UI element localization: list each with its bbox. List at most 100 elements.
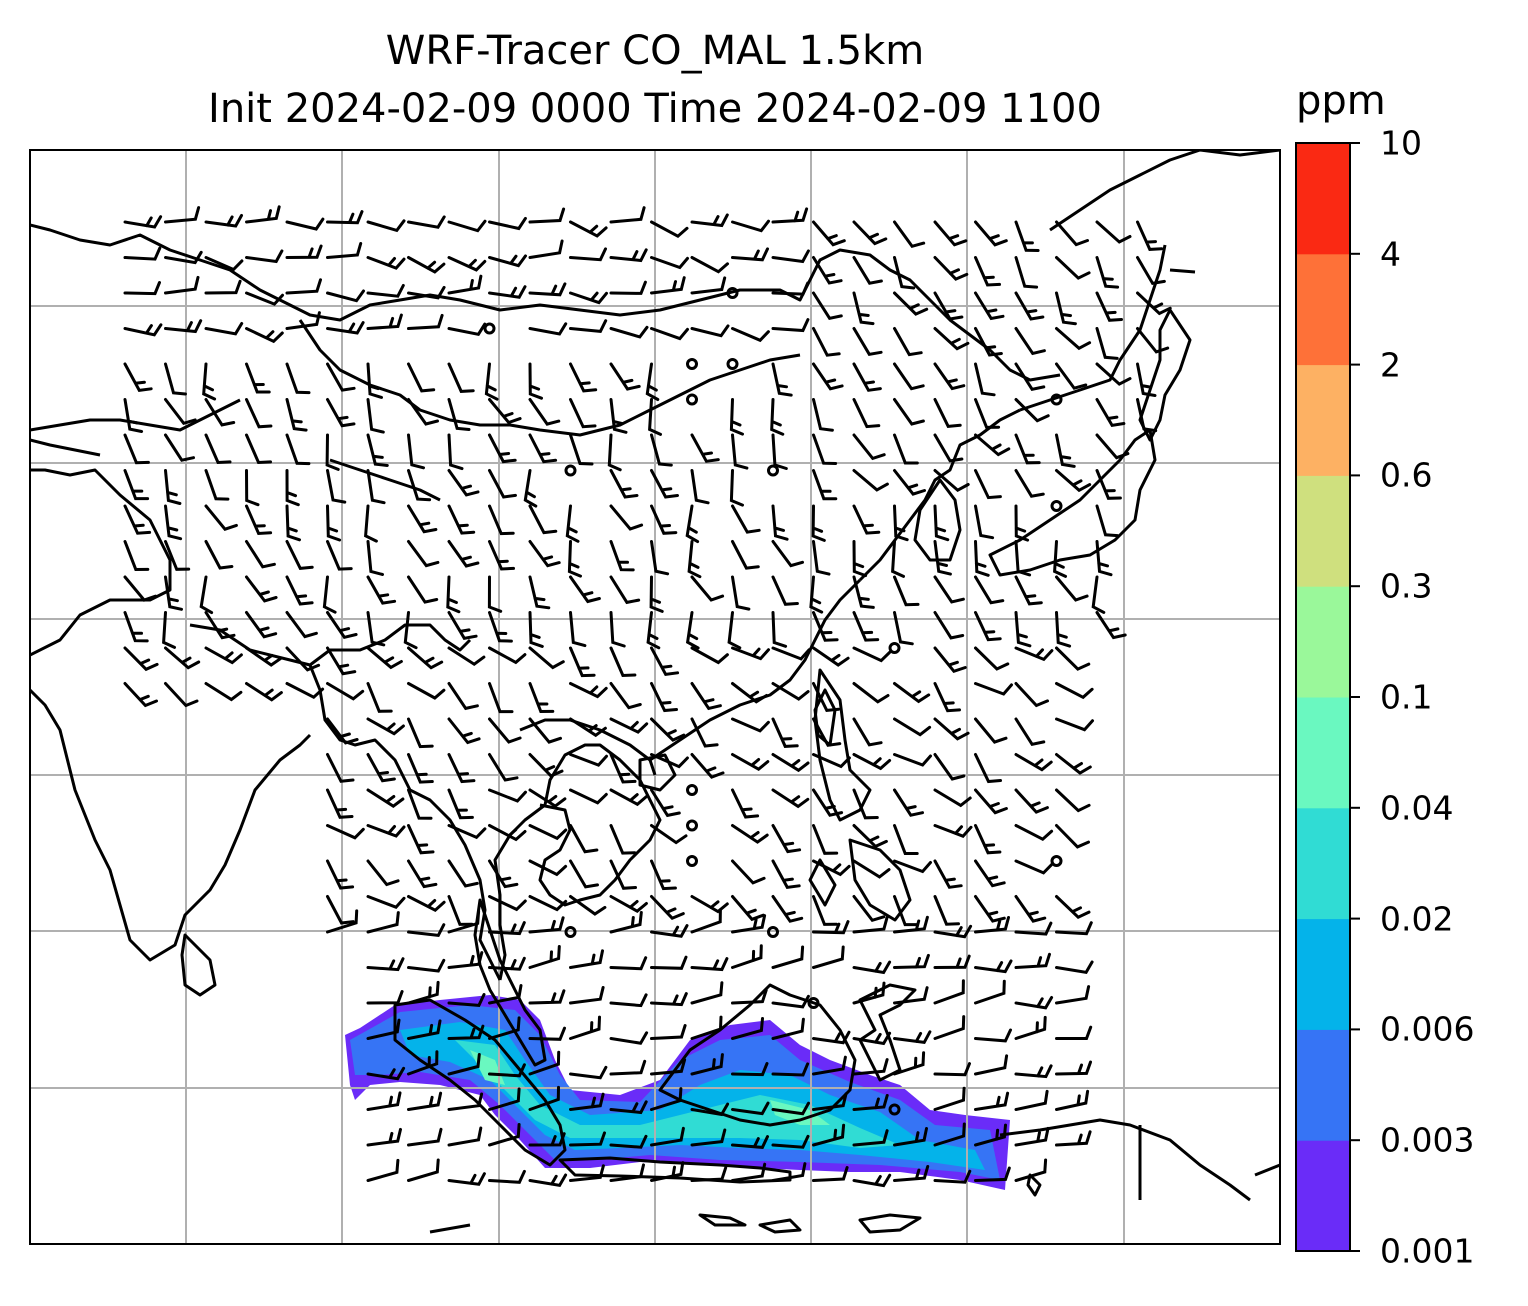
wind-barb bbox=[650, 1087, 683, 1111]
wind-barb bbox=[1095, 398, 1126, 428]
wind-barb bbox=[727, 611, 742, 650]
wind-barb bbox=[607, 433, 622, 472]
wind-barb bbox=[446, 575, 461, 614]
wind-barb bbox=[1014, 1158, 1048, 1182]
wind-barb bbox=[852, 859, 891, 879]
wind-barb bbox=[447, 398, 471, 431]
wind-barb bbox=[407, 1127, 443, 1147]
wind-barb bbox=[852, 575, 875, 609]
wind-barb bbox=[852, 220, 888, 246]
wind-barb bbox=[609, 1031, 649, 1045]
wind-barb bbox=[569, 575, 601, 604]
wind-barb bbox=[245, 646, 283, 667]
wind-barb bbox=[729, 398, 744, 436]
wind-barb bbox=[650, 895, 685, 920]
wind-barb bbox=[609, 646, 637, 678]
colorbar-swatch bbox=[1296, 807, 1350, 920]
wind-calm-marker bbox=[1050, 393, 1063, 406]
wind-barb bbox=[569, 646, 596, 678]
wind-barb bbox=[407, 717, 434, 749]
wind-barb bbox=[164, 398, 197, 426]
wind-barb bbox=[1014, 996, 1054, 1010]
wind-barb bbox=[1136, 220, 1164, 251]
wind-barb bbox=[1014, 398, 1050, 423]
wind-barb bbox=[1014, 646, 1054, 662]
wind-barb bbox=[609, 398, 628, 434]
wind-barb bbox=[488, 254, 527, 268]
wind-barb bbox=[852, 398, 881, 429]
wind-barb bbox=[528, 322, 568, 336]
wind-barb bbox=[407, 504, 438, 534]
wind-barb bbox=[326, 895, 355, 925]
wind-barb bbox=[204, 611, 236, 640]
wind-barb bbox=[974, 682, 1013, 696]
wind-barb bbox=[245, 205, 281, 224]
wind-calm-marker bbox=[767, 464, 779, 477]
wind-barb bbox=[731, 1017, 764, 1040]
colorbar-swatch bbox=[1296, 586, 1350, 698]
colorbar-tick-label: 0.3 bbox=[1380, 566, 1433, 606]
wind-barb bbox=[1055, 960, 1094, 975]
wind-barb bbox=[933, 433, 964, 463]
wind-barb bbox=[646, 611, 661, 650]
wind-barb bbox=[771, 717, 799, 748]
wind-barb bbox=[1014, 717, 1046, 746]
wind-barb bbox=[852, 1129, 889, 1147]
wind-barb bbox=[366, 990, 404, 1005]
wind-barb bbox=[650, 1161, 685, 1182]
wind-barb bbox=[690, 256, 729, 274]
wind-barb bbox=[1014, 895, 1047, 923]
wind-barb bbox=[326, 540, 353, 571]
wind-barb bbox=[528, 717, 562, 744]
wind-barb bbox=[893, 575, 920, 607]
wind-barb bbox=[690, 1166, 728, 1182]
wind-barb bbox=[204, 469, 230, 501]
wind-barb bbox=[488, 285, 527, 299]
wind-barb bbox=[650, 788, 681, 818]
wind-barb bbox=[609, 859, 637, 890]
wind-barb bbox=[1055, 611, 1072, 648]
wind-barb bbox=[285, 311, 321, 330]
wind-barb bbox=[1014, 220, 1040, 252]
wind-barb bbox=[731, 1135, 769, 1149]
wind-barb bbox=[690, 1053, 724, 1076]
wind-barb bbox=[771, 318, 810, 333]
wind-barb bbox=[528, 1132, 566, 1147]
wind-barb bbox=[528, 1173, 568, 1188]
wind-barb bbox=[1055, 256, 1091, 280]
wind-barb bbox=[1055, 575, 1089, 602]
wind-barb bbox=[407, 469, 432, 502]
wind-barb bbox=[933, 895, 960, 926]
wind-barb bbox=[893, 986, 929, 1005]
wind-barb bbox=[771, 682, 810, 701]
wind-barb bbox=[528, 753, 564, 778]
wind-barb bbox=[447, 1024, 485, 1040]
wind-barb bbox=[1055, 220, 1089, 247]
wind-barb bbox=[447, 611, 478, 640]
wind-barb bbox=[528, 504, 558, 535]
wind-barb bbox=[488, 788, 527, 803]
wind-barb bbox=[1095, 611, 1127, 640]
wind-barb bbox=[204, 322, 244, 336]
wind-barb bbox=[812, 788, 844, 817]
wind-barb bbox=[204, 398, 236, 427]
wind-barb bbox=[974, 504, 995, 540]
wind-barb bbox=[1095, 291, 1123, 322]
wind-barb bbox=[245, 540, 276, 569]
wind-barb bbox=[285, 362, 311, 395]
wind-barb bbox=[488, 398, 522, 425]
wind-barb bbox=[1055, 1025, 1093, 1040]
wind-barb bbox=[1055, 1089, 1090, 1111]
wind-barb bbox=[690, 433, 720, 463]
wind-barb bbox=[123, 646, 159, 672]
wind-barb bbox=[852, 824, 888, 849]
wind-barb bbox=[447, 256, 487, 272]
wind-barb bbox=[488, 469, 517, 499]
wind-barb bbox=[1014, 753, 1053, 772]
colorbar-tick-label: 10 bbox=[1380, 123, 1422, 163]
wind-barb bbox=[933, 504, 950, 542]
wind-barb bbox=[731, 219, 770, 233]
wind-calm-marker bbox=[686, 393, 698, 406]
wind-barb bbox=[326, 289, 365, 303]
wind-barb bbox=[1095, 327, 1119, 360]
